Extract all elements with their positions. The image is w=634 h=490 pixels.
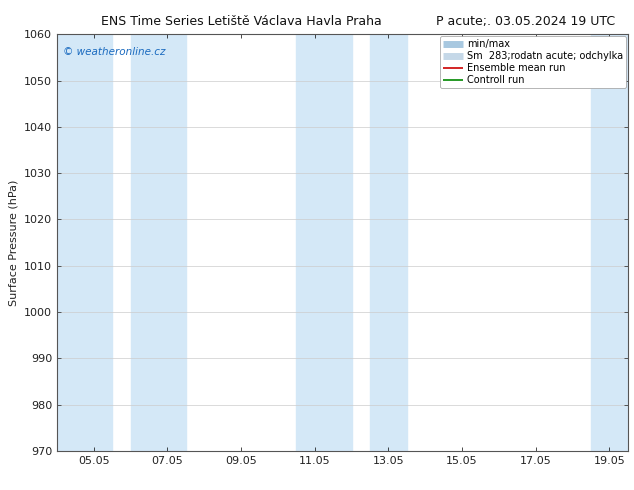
Bar bbox=[591, 34, 628, 451]
Bar bbox=[370, 34, 407, 451]
Bar bbox=[57, 34, 112, 451]
Text: ENS Time Series Letiště Václava Havla Praha: ENS Time Series Letiště Václava Havla Pr… bbox=[101, 15, 381, 28]
Y-axis label: Surface Pressure (hPa): Surface Pressure (hPa) bbox=[8, 179, 18, 306]
Text: P acute;. 03.05.2024 19 UTC: P acute;. 03.05.2024 19 UTC bbox=[436, 15, 615, 28]
Bar bbox=[131, 34, 186, 451]
Text: © weatheronline.cz: © weatheronline.cz bbox=[63, 47, 165, 57]
Legend: min/max, Sm  283;rodatn acute; odchylka, Ensemble mean run, Controll run: min/max, Sm 283;rodatn acute; odchylka, … bbox=[441, 36, 626, 88]
Bar bbox=[296, 34, 352, 451]
